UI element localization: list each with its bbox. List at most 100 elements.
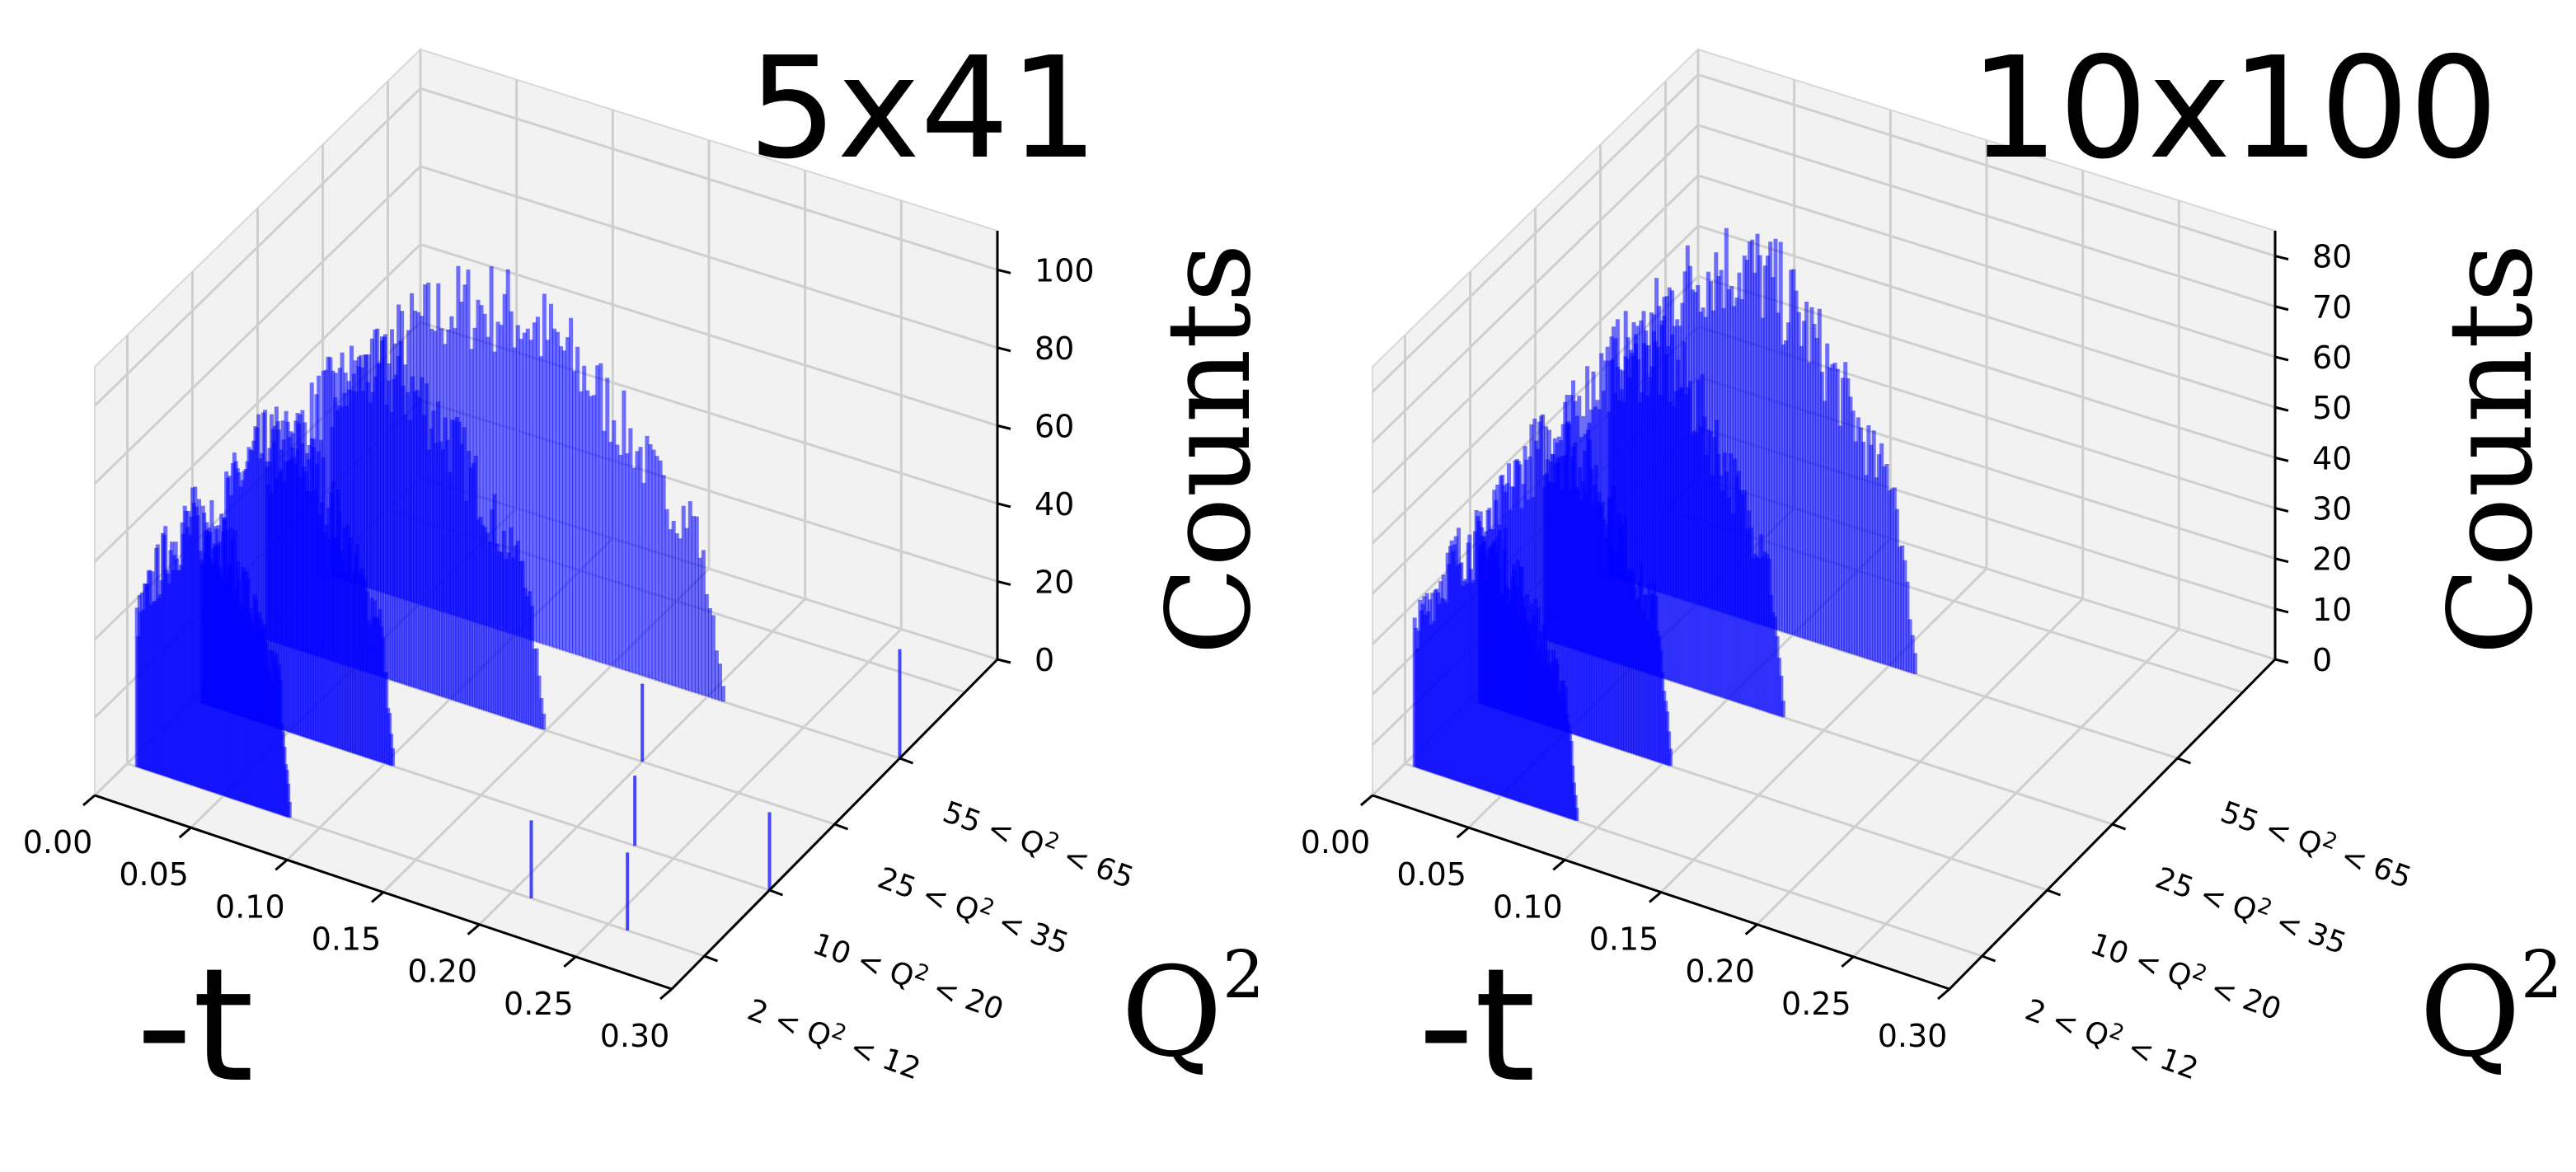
q2-tick-text: < 20 bbox=[2198, 968, 2286, 1027]
t-tick-label: 0.15 bbox=[312, 921, 382, 958]
q2-tick-label: 10 < Q2 < 20 bbox=[808, 923, 1009, 1027]
q2-tick-text: 25 < Q bbox=[2151, 861, 2261, 929]
t-tick-mark bbox=[1744, 923, 1758, 935]
wall-grid-line bbox=[1371, 124, 2276, 443]
q2-tick-text: 2 < Q bbox=[743, 993, 835, 1054]
z-tick-mark bbox=[997, 658, 1011, 664]
t-tick-label: 0.30 bbox=[1878, 1018, 1948, 1054]
q2-tick-text: 2 < Q bbox=[2020, 993, 2113, 1054]
t-tick-mark bbox=[659, 987, 673, 1001]
q2-tick-text: < 35 bbox=[985, 902, 1073, 961]
q2-tick-label: 25 < Q2 < 35 bbox=[873, 857, 1074, 961]
z-tick-mark bbox=[2274, 456, 2289, 462]
z-tick-label: 20 bbox=[1035, 564, 1074, 600]
z-tick-mark bbox=[997, 268, 1011, 274]
q2-tick-mark bbox=[2046, 888, 2062, 897]
t-tick-mark bbox=[563, 955, 577, 968]
wall-grid-line bbox=[1371, 274, 2276, 595]
q2-tick-text: 10 < Q bbox=[2086, 927, 2196, 995]
z-tick-label: 40 bbox=[2312, 440, 2352, 476]
q2-tick-text: 55 < Q bbox=[2216, 795, 2326, 863]
q2-axis-label-superscript: 2 bbox=[1222, 936, 1265, 1013]
z-tick-label: 100 bbox=[1035, 252, 1095, 288]
t-axis-label: -t bbox=[136, 935, 254, 1117]
t-tick-mark bbox=[1360, 794, 1373, 807]
q2-tick-text: 55 < Q bbox=[938, 795, 1049, 863]
z-tick-mark bbox=[2274, 557, 2289, 564]
q2-tick-text: < 65 bbox=[2328, 836, 2416, 895]
series-q2-bin-0 bbox=[134, 486, 292, 818]
z-tick-mark bbox=[2274, 355, 2289, 362]
z-tick-label: 40 bbox=[1035, 486, 1074, 523]
z-tick-label: 50 bbox=[2312, 390, 2352, 426]
q2-tick-text: < 35 bbox=[2263, 902, 2351, 961]
z-tick-label: 60 bbox=[2312, 340, 2352, 376]
t-tick-label: 0.15 bbox=[1589, 921, 1659, 958]
q2-tick-mark bbox=[1981, 954, 1997, 963]
q2-tick-mark bbox=[833, 823, 849, 831]
q2-tick-mark bbox=[899, 757, 914, 765]
z-tick-mark bbox=[2274, 255, 2289, 261]
z-tick-label: 30 bbox=[2312, 490, 2352, 527]
q2-tick-label: 55 < Q2 < 65 bbox=[2216, 791, 2417, 895]
t-tick-label: 0.10 bbox=[215, 888, 285, 925]
z-tick-label: 20 bbox=[2312, 541, 2352, 578]
q2-tick-label: 10 < Q2 < 20 bbox=[2086, 923, 2287, 1027]
q2-tick-label: 25 < Q2 < 35 bbox=[2151, 857, 2352, 961]
chart-title: 10x100 bbox=[1969, 27, 2498, 190]
z-tick-mark bbox=[997, 502, 1011, 509]
z-tick-mark bbox=[2274, 406, 2289, 412]
z-tick-mark bbox=[2274, 507, 2289, 513]
q2-axis-label-base: Q bbox=[2419, 941, 2521, 1085]
t-tick-label: 0.20 bbox=[1685, 954, 1755, 990]
wall-grid-line bbox=[93, 165, 998, 485]
z-tick-label: 80 bbox=[1035, 331, 1074, 367]
t-tick-mark bbox=[371, 891, 384, 903]
z-tick-label: 70 bbox=[2312, 289, 2352, 326]
q2-tick-mark bbox=[703, 954, 719, 963]
wall-grid-line bbox=[93, 242, 998, 563]
z-tick-mark bbox=[2274, 607, 2289, 614]
q2-tick-mark bbox=[2111, 823, 2127, 831]
q2-tick-text: < 12 bbox=[2114, 1027, 2203, 1086]
t-tick-mark bbox=[467, 923, 481, 935]
t-tick-label: 0.10 bbox=[1493, 888, 1563, 925]
wall-grid-line bbox=[1371, 73, 2276, 393]
wall-grid-line bbox=[1371, 174, 2276, 494]
z-tick-mark bbox=[2274, 658, 2289, 664]
t-tick-mark bbox=[1649, 891, 1662, 903]
q2-tick-label: 2 < Q2 < 12 bbox=[743, 989, 926, 1086]
q2-axis-label-base: Q bbox=[1121, 941, 1222, 1085]
t-tick-label: 0.00 bbox=[1301, 824, 1371, 860]
q2-axis-label: Q2 bbox=[1121, 936, 1265, 1085]
z-axis-label: Counts bbox=[1143, 243, 1277, 655]
wall-grid-line bbox=[93, 87, 998, 407]
q2-tick-mark bbox=[768, 888, 784, 897]
z-tick-label: 10 bbox=[2312, 592, 2352, 628]
t-axis-label: -t bbox=[1418, 935, 1536, 1117]
z-axis-label: Counts bbox=[2424, 243, 2559, 655]
t-tick-label: 0.05 bbox=[1396, 856, 1466, 893]
q2-tick-label: 2 < Q2 < 12 bbox=[2020, 989, 2203, 1086]
q2-tick-text: < 12 bbox=[837, 1027, 925, 1086]
z-tick-mark bbox=[997, 346, 1011, 353]
chart-title: 5x41 bbox=[748, 27, 1098, 190]
t-tick-label: 0.05 bbox=[119, 856, 189, 893]
t-tick-label: 0.30 bbox=[600, 1018, 670, 1054]
z-tick-mark bbox=[997, 579, 1011, 586]
t-tick-label: 0.20 bbox=[407, 954, 477, 990]
t-tick-mark bbox=[274, 859, 289, 871]
t-tick-label: 0.25 bbox=[1781, 986, 1851, 1022]
z-tick-mark bbox=[997, 424, 1011, 430]
q2-axis-label-superscript: 2 bbox=[2521, 936, 2563, 1013]
t-tick-mark bbox=[1937, 987, 1950, 1001]
t-tick-mark bbox=[178, 827, 192, 839]
q2-tick-text: < 20 bbox=[920, 968, 1008, 1027]
t-tick-mark bbox=[82, 794, 96, 807]
series-q2-bin-0 bbox=[1412, 510, 1579, 821]
t-tick-mark bbox=[1456, 827, 1470, 839]
z-tick-label: 0 bbox=[1035, 642, 1054, 678]
q2-axis-label: Q2 bbox=[2419, 936, 2563, 1085]
z-tick-mark bbox=[2274, 305, 2289, 312]
